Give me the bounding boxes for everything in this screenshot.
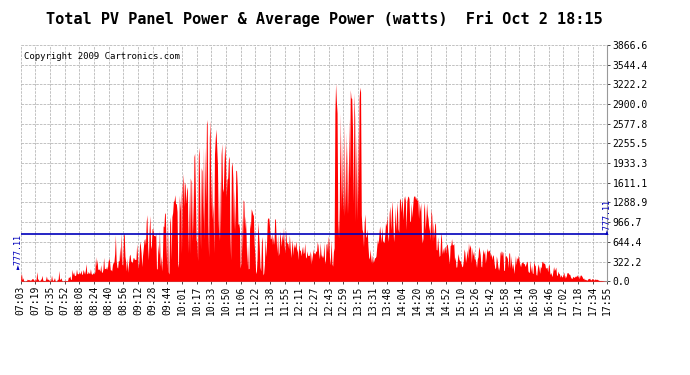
Text: Total PV Panel Power & Average Power (watts)  Fri Oct 2 18:15: Total PV Panel Power & Average Power (wa… [46, 11, 602, 27]
Text: ►777.11: ►777.11 [14, 234, 23, 269]
Text: Copyright 2009 Cartronics.com: Copyright 2009 Cartronics.com [23, 52, 179, 61]
Text: ►777.11: ►777.11 [602, 199, 612, 234]
